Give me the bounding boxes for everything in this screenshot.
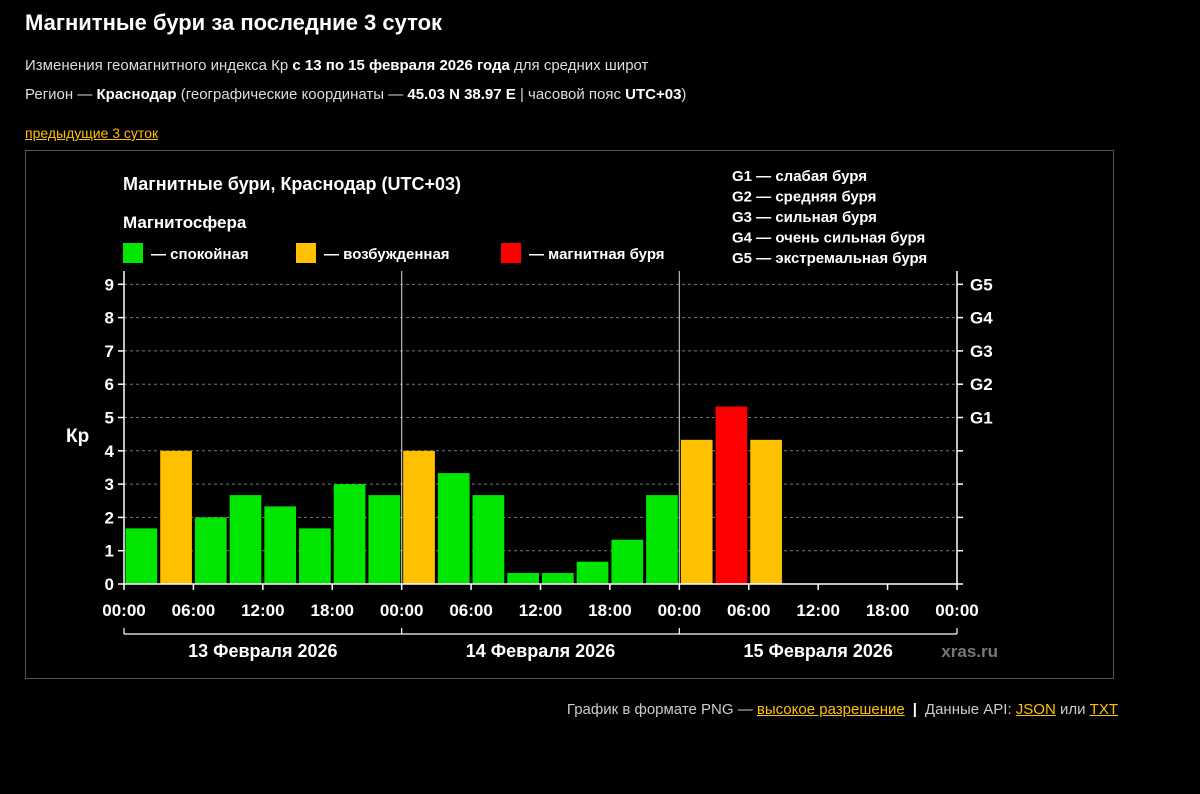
x-tick-label: 12:00 <box>241 601 284 620</box>
region-end: ) <box>681 86 687 103</box>
g-scale-tick-label: G3 <box>970 342 993 361</box>
footer-separator: | <box>912 701 917 718</box>
kp-bar <box>437 473 470 584</box>
x-tick-label: 06:00 <box>727 601 770 620</box>
subtitle-prefix: Изменения геомагнитного индекса Кр <box>25 57 293 74</box>
kp-bar <box>542 573 574 584</box>
x-tick-label: 00:00 <box>102 601 145 620</box>
subtitle-dates: с 13 по 15 февраля 2026 года <box>292 57 510 74</box>
g-scale-tick-label: G2 <box>970 375 993 394</box>
legend-swatch <box>296 243 316 263</box>
subtitle-period: Изменения геомагнитного индекса Кр с 13 … <box>25 57 648 74</box>
g-scale-tick-label: G1 <box>970 409 993 428</box>
kp-bar <box>403 450 435 584</box>
footer: График в формате PNG — высокое разрешени… <box>567 701 1118 718</box>
coords-value: 45.03 N 38.97 E <box>407 86 516 103</box>
kp-bar <box>368 495 401 584</box>
g-scale-legend-item: G1 — слабая буря <box>732 168 867 185</box>
x-tick-label: 18:00 <box>588 601 631 620</box>
y-tick-label: 7 <box>105 342 114 361</box>
kp-bar <box>611 539 644 584</box>
kp-bar <box>229 495 262 584</box>
legend-swatch <box>501 243 521 263</box>
g-scale-legend-item: G5 — экстремальная буря <box>732 250 927 267</box>
y-tick-label: 3 <box>105 475 114 494</box>
kp-bar <box>264 506 297 584</box>
day-label: 14 Февраля 2026 <box>466 641 615 661</box>
chart-title: Магнитные бури, Краснодар (UTC+03) <box>123 174 461 194</box>
y-tick-label: 8 <box>105 309 114 328</box>
day-label: 15 Февраля 2026 <box>743 641 892 661</box>
kp-chart: Магнитные бури, Краснодар (UTC+03) Магнит… <box>66 168 998 661</box>
region-prefix: Регион — <box>25 86 97 103</box>
kp-bar <box>125 528 158 584</box>
g-scale-legend-item: G3 — сильная буря <box>732 209 877 226</box>
coords-prefix: (географические координаты — <box>176 86 408 103</box>
y-tick-label: 2 <box>105 508 114 527</box>
y-tick-label: 9 <box>105 275 114 294</box>
x-tick-label: 12:00 <box>796 601 839 620</box>
y-tick-label: 1 <box>105 542 114 561</box>
legend-label: — магнитная буря <box>529 246 665 263</box>
legend-swatch <box>123 243 143 263</box>
x-tick-label: 18:00 <box>866 601 909 620</box>
json-link[interactable]: JSON <box>1015 701 1056 718</box>
api-text: Данные API: <box>924 701 1016 718</box>
g-scale-legend-item: G4 — очень сильная буря <box>732 230 925 247</box>
x-tick-label: 00:00 <box>380 601 423 620</box>
kp-bar <box>715 406 748 584</box>
legend-label: — спокойная <box>151 246 249 263</box>
y-tick-label: 6 <box>105 375 114 394</box>
g-scale-legend-item: G2 — средняя буря <box>732 189 876 206</box>
previous-3-days-link[interactable]: предыдущие 3 суток <box>25 125 159 141</box>
y-axis-label: Кр <box>66 426 89 447</box>
y-tick-label: 5 <box>105 409 114 428</box>
y-tick-label: 4 <box>105 442 115 461</box>
x-tick-label: 12:00 <box>519 601 562 620</box>
chart-panel: Магнитные бури, Краснодар (UTC+03) Магнит… <box>25 150 1114 679</box>
subtitle-region: Регион — Краснодар (географические коорд… <box>25 86 686 103</box>
subtitle-suffix: для средних широт <box>509 57 649 74</box>
region-name: Краснодар <box>96 86 177 103</box>
kp-bar <box>333 484 366 584</box>
high-res-link[interactable]: высокое разрешение <box>756 701 905 718</box>
x-tick-label: 06:00 <box>172 601 215 620</box>
x-tick-label: 18:00 <box>311 601 354 620</box>
page-title: Магнитные бури за последние 3 суток <box>25 10 443 35</box>
g-scale-tick-label: G5 <box>970 275 993 294</box>
kp-bar <box>299 528 331 584</box>
tz-prefix: | часовой пояс <box>515 86 626 103</box>
day-label: 13 Февраля 2026 <box>188 641 337 661</box>
tz-value: UTC+03 <box>625 86 682 103</box>
kp-bar <box>680 439 713 584</box>
or-text: или <box>1055 701 1090 718</box>
kp-bar <box>750 439 782 584</box>
y-tick-label: 0 <box>105 575 114 594</box>
legend-label: — возбужденная <box>324 246 450 263</box>
kp-bar <box>160 450 192 584</box>
x-tick-label: 06:00 <box>449 601 492 620</box>
legend-title: Магнитосфера <box>123 213 247 232</box>
kp-bar <box>472 495 505 584</box>
kp-bar <box>576 561 609 584</box>
watermark: xras.ru <box>941 642 998 661</box>
x-tick-label: 00:00 <box>935 601 978 620</box>
txt-link[interactable]: TXT <box>1089 701 1118 718</box>
png-text: График в формате PNG — <box>566 701 757 718</box>
kp-bar <box>507 573 539 584</box>
g-scale-tick-label: G4 <box>970 309 993 328</box>
kp-bar <box>194 517 227 584</box>
kp-bar <box>646 495 678 584</box>
x-tick-label: 00:00 <box>658 601 701 620</box>
